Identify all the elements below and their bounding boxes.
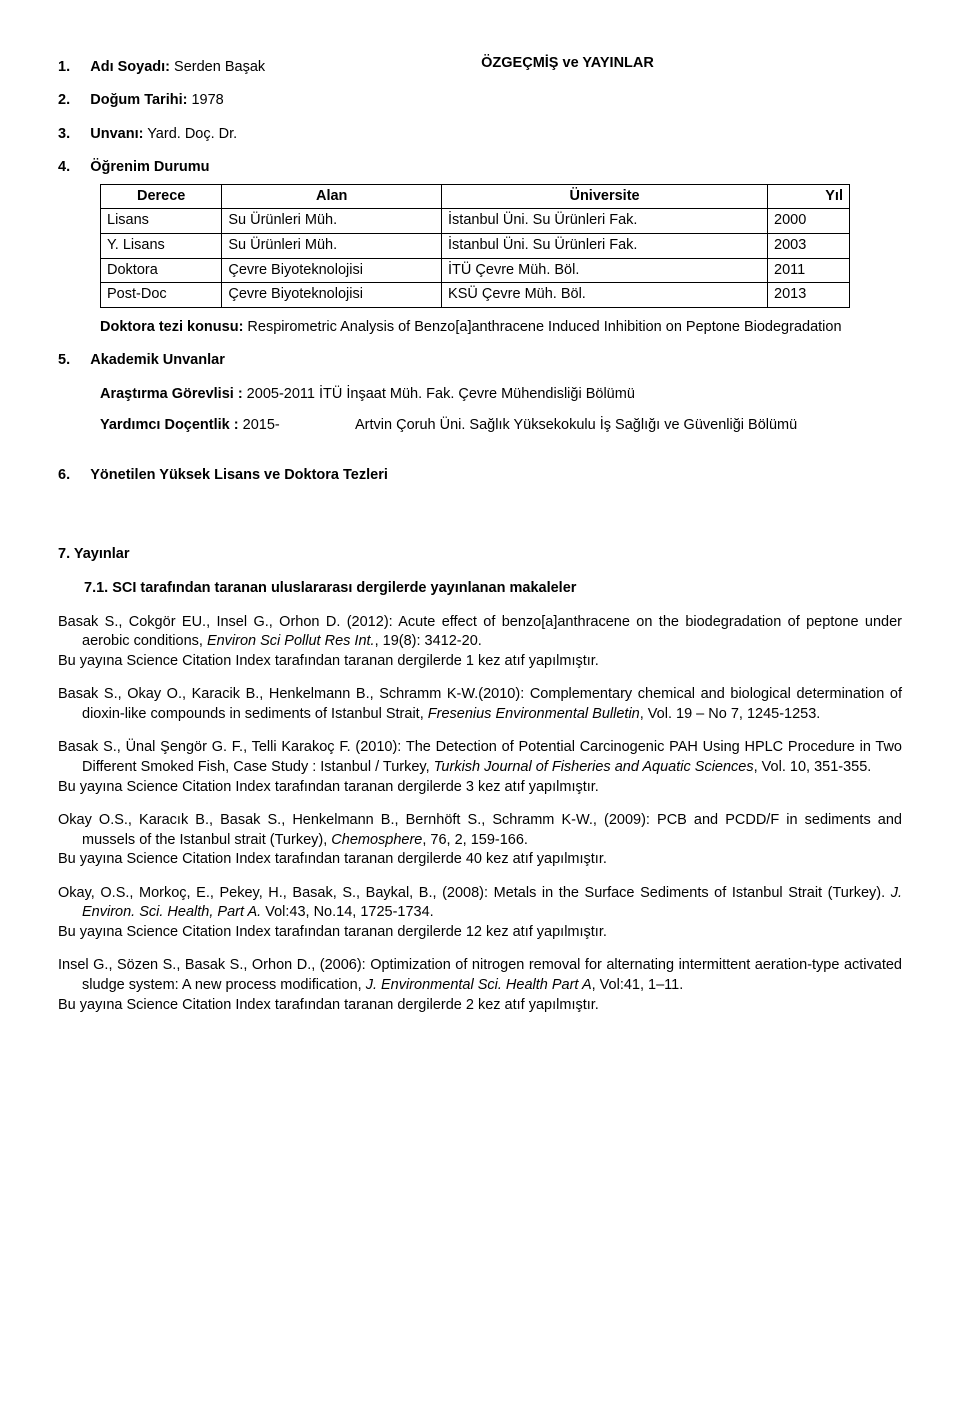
label: Araştırma Görevlisi : xyxy=(100,386,243,402)
publication-2: Basak S., Okay O., Karacik B., Henkelman… xyxy=(58,685,902,724)
line-1: 1. Adı Soyadı: Serden Başak xyxy=(58,58,902,78)
citation-note: Bu yayına Science Citation Index tarafın… xyxy=(58,996,902,1016)
label: Yardımcı Doçentlik : xyxy=(100,417,239,433)
section-6: 6. Yönetilen Yüksek Lisans ve Doktora Te… xyxy=(58,466,902,486)
publication-1: Basak S., Cokgör EU., Insel G., Orhon D.… xyxy=(58,613,902,672)
table-row: Post-Doc Çevre Biyoteknolojisi KSÜ Çevre… xyxy=(101,283,850,308)
table-row: Lisans Su Ürünleri Müh. İstanbul Üni. Su… xyxy=(101,209,850,234)
table-row: Doktora Çevre Biyoteknolojisi İTÜ Çevre … xyxy=(101,258,850,283)
label: Öğrenim Durumu xyxy=(90,159,209,175)
publication-5: Okay, O.S., Morkoç, E., Pekey, H., Basak… xyxy=(58,884,902,943)
th-year: Yıl xyxy=(768,184,850,209)
value: Yard. Doç. Dr. xyxy=(147,126,237,142)
text: Artvin Çoruh Üni. Sağlık Yüksekokulu İş … xyxy=(355,416,902,436)
document: ÖZGEÇMİŞ ve YAYINLAR 1. Adı Soyadı: Serd… xyxy=(58,54,902,1015)
research-associate: Araştırma Görevlisi : 2005-2011 İTÜ İnşa… xyxy=(100,385,902,405)
th-degree: Derece xyxy=(101,184,222,209)
line-3: 3. Unvanı: Yard. Doç. Dr. xyxy=(58,125,902,145)
num: 6. xyxy=(58,467,70,483)
thesis-line: Doktora tezi konusu: Respirometric Analy… xyxy=(100,318,862,338)
num: 2. xyxy=(58,92,70,108)
citation-note: Bu yayına Science Citation Index tarafın… xyxy=(58,850,902,870)
section-7: 7. Yayınlar xyxy=(58,545,902,565)
title: Yönetilen Yüksek Lisans ve Doktora Tezle… xyxy=(90,467,388,483)
section-5: 5. Akademik Unvanlar xyxy=(58,351,902,371)
label: Adı Soyadı: xyxy=(90,59,170,75)
publication-3: Basak S., Ünal Şengör G. F., Telli Karak… xyxy=(58,738,902,797)
year: 2015- xyxy=(239,417,280,433)
section-7-1: 7.1. SCI tarafından taranan uluslararası… xyxy=(84,579,902,599)
line-4: 4. Öğrenim Durumu xyxy=(58,158,902,178)
publication-6: Insel G., Sözen S., Basak S., Orhon D., … xyxy=(58,956,902,1015)
num: 4. xyxy=(58,159,70,175)
num: 3. xyxy=(58,126,70,142)
citation-note: Bu yayına Science Citation Index tarafın… xyxy=(58,778,902,798)
text: 2005-2011 İTÜ İnşaat Müh. Fak. Çevre Müh… xyxy=(243,386,635,402)
education-table: Derece Alan Üniversite Yıl Lisans Su Ürü… xyxy=(100,184,902,308)
line-2: 2. Doğum Tarihi: 1978 xyxy=(58,91,902,111)
value: Serden Başak xyxy=(174,59,265,75)
value: 1978 xyxy=(191,92,223,108)
publication-4: Okay O.S., Karacık B., Basak S., Henkelm… xyxy=(58,811,902,870)
num: 5. xyxy=(58,352,70,368)
label: Unvanı: xyxy=(90,126,143,142)
citation-note: Bu yayına Science Citation Index tarafın… xyxy=(58,652,902,672)
title: Akademik Unvanlar xyxy=(90,352,225,368)
th-field: Alan xyxy=(222,184,442,209)
label: Doğum Tarihi: xyxy=(90,92,187,108)
num: 1. xyxy=(58,59,70,75)
table-row: Y. Lisans Su Ürünleri Müh. İstanbul Üni.… xyxy=(101,233,850,258)
th-univ: Üniversite xyxy=(442,184,768,209)
text: Respirometric Analysis of Benzo[a]anthra… xyxy=(243,319,841,335)
label: Doktora tezi konusu: xyxy=(100,319,243,335)
assistant-prof: Yardımcı Doçentlik : 2015- Artvin Çoruh … xyxy=(100,416,902,436)
citation-note: Bu yayına Science Citation Index tarafın… xyxy=(58,923,902,943)
